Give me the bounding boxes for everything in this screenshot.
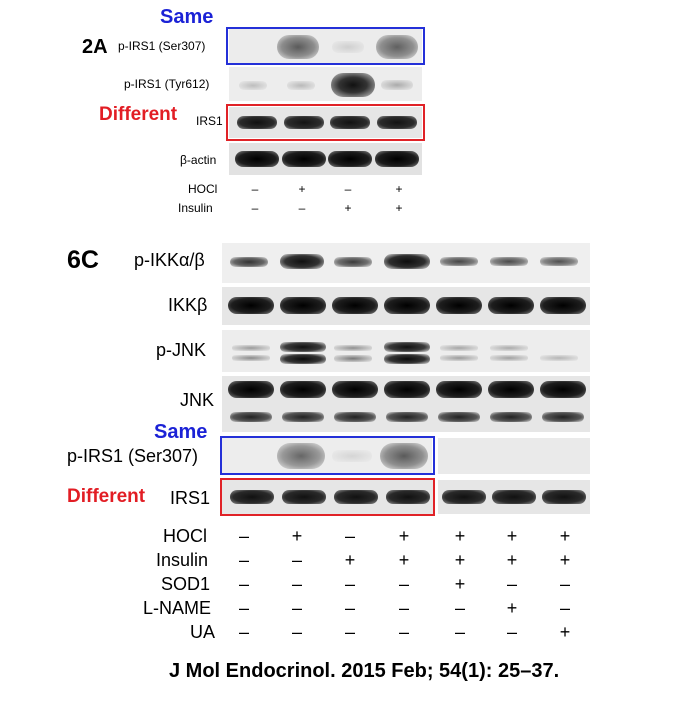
different-highlight-box-2a xyxy=(226,104,425,141)
different-label-6c: Different xyxy=(67,486,146,507)
sign: + xyxy=(559,526,571,546)
sign: – xyxy=(506,622,517,642)
blot-strip-p-irs1-ser307-6c-right xyxy=(438,438,590,474)
sign: + xyxy=(344,550,356,570)
sign: – xyxy=(398,574,409,594)
sign: – xyxy=(559,574,570,594)
sign: + xyxy=(454,526,466,546)
sign: – xyxy=(238,574,249,594)
sign: + xyxy=(454,550,466,570)
condition-label-insulin-2a: Insulin xyxy=(178,201,213,215)
row-label-p-irs1-ser307: p-IRS1 (Ser307) xyxy=(118,39,206,53)
blot-strip-irs1-6c-right xyxy=(438,480,590,514)
condition-label-hocl-6c: HOCl xyxy=(163,526,207,546)
sign: + xyxy=(506,526,518,546)
blot-strip-irs1-6c-left xyxy=(222,480,434,514)
sign: – xyxy=(298,201,306,215)
same-highlight-box-2a xyxy=(226,27,425,65)
sign: + xyxy=(395,182,403,196)
sign: + xyxy=(291,526,303,546)
sign: – xyxy=(559,598,570,618)
figure-label-6c: 6C xyxy=(67,246,99,274)
sign: + xyxy=(395,201,403,215)
blot-strip-p-jnk xyxy=(222,330,590,372)
figure-label-2a: 2A xyxy=(82,36,108,58)
blot-strip-ikkb xyxy=(222,287,590,325)
row-label-p-ikk: p-IKKα/β xyxy=(134,250,205,270)
same-label-6c: Same xyxy=(154,421,208,443)
sign: + xyxy=(344,201,352,215)
sign: + xyxy=(298,182,306,196)
different-label-2a: Different xyxy=(99,104,178,125)
sign: – xyxy=(506,574,517,594)
condition-label-insulin-6c: Insulin xyxy=(156,550,209,570)
sign: + xyxy=(506,598,518,618)
same-label-2a: Same xyxy=(160,6,214,28)
sign: – xyxy=(398,622,409,642)
blot-strip-irs1-2a xyxy=(229,107,422,138)
row-label-jnk: JNK xyxy=(180,390,215,410)
sign: – xyxy=(238,598,249,618)
different-highlight-box-6c xyxy=(220,478,435,516)
sign: + xyxy=(559,550,571,570)
sign: – xyxy=(291,598,302,618)
sign: – xyxy=(344,574,355,594)
sign: + xyxy=(559,622,571,642)
sign: – xyxy=(454,598,465,618)
sign: – xyxy=(344,526,355,546)
sign: – xyxy=(344,622,355,642)
sign: – xyxy=(291,622,302,642)
same-highlight-box-6c xyxy=(220,436,435,475)
sign: + xyxy=(398,550,410,570)
sign: – xyxy=(398,598,409,618)
condition-label-sod1: SOD1 xyxy=(161,574,211,594)
blot-strip-jnk xyxy=(222,376,590,432)
row-label-p-irs1-tyr612: p-IRS1 (Tyr612) xyxy=(124,77,210,91)
row-label-p-irs1-ser307-6c: p-IRS1 (Ser307) xyxy=(67,446,199,466)
sign: – xyxy=(344,182,352,196)
condition-label-l-name: L-NAME xyxy=(143,598,212,618)
sign: – xyxy=(238,526,249,546)
sign: + xyxy=(398,526,410,546)
row-label-p-jnk: p-JNK xyxy=(156,340,207,360)
sign: + xyxy=(454,574,466,594)
row-label-irs1-6c: IRS1 xyxy=(170,488,211,508)
sign: – xyxy=(238,622,249,642)
sign: – xyxy=(251,182,259,196)
sign: + xyxy=(506,550,518,570)
blot-strip-beta-actin xyxy=(229,143,422,175)
row-label-irs1: IRS1 xyxy=(196,114,223,128)
sign: – xyxy=(291,574,302,594)
sign: – xyxy=(454,622,465,642)
sign: – xyxy=(291,550,302,570)
blot-strip-p-irs1-tyr612 xyxy=(229,67,422,101)
condition-label-ua: UA xyxy=(190,622,216,642)
blot-strip-p-ikk xyxy=(222,243,590,283)
citation: J Mol Endocrinol. 2015 Feb; 54(1): 25–37… xyxy=(169,660,560,682)
condition-label-hocl-2a: HOCl xyxy=(188,182,218,196)
blot-strip-p-irs1-ser307-6c-left xyxy=(222,438,432,474)
sign: – xyxy=(344,598,355,618)
row-label-beta-actin: β-actin xyxy=(180,153,217,167)
blot-strip-p-irs1-ser307 xyxy=(229,29,422,63)
sign: – xyxy=(251,201,259,215)
sign: – xyxy=(238,550,249,570)
row-label-ikkb: IKKβ xyxy=(168,295,208,315)
